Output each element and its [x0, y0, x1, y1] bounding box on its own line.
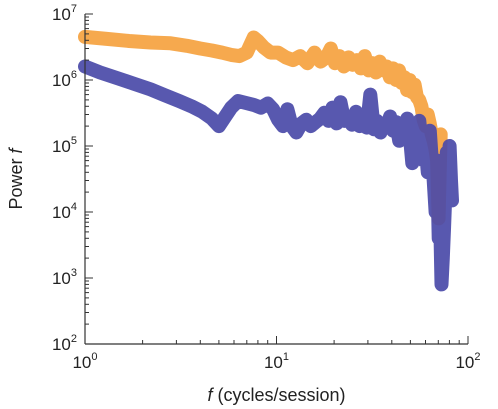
y-tick-label-base: 10	[52, 269, 71, 288]
x-tick-label-base: 10	[264, 353, 283, 372]
x-tick-label-exponent: 1	[283, 351, 289, 363]
y-tick-label: 105	[52, 135, 77, 156]
y-tick-label: 104	[52, 201, 77, 222]
series-layer	[78, 29, 459, 292]
y-tick-label-exponent: 2	[71, 333, 77, 345]
y-tick-label: 103	[52, 267, 77, 288]
y-tick-label-base: 10	[52, 335, 71, 354]
x-tick-label-base: 10	[72, 353, 91, 372]
y-tick-label-base: 10	[52, 203, 71, 222]
x-axis-title-text: (cycles/session)	[212, 385, 345, 405]
tick-marks	[84, 13, 469, 345]
y-tick-label-exponent: 7	[71, 3, 77, 15]
x-tick-label-exponent: 0	[91, 351, 97, 363]
series-line-2	[78, 59, 459, 292]
x-tick-label: 100	[72, 351, 97, 372]
y-axis-title-symbol: f	[6, 146, 26, 153]
y-tick-label-base: 10	[52, 5, 71, 24]
y-tick-label: 102	[52, 333, 77, 354]
x-tick-label-base: 10	[455, 353, 474, 372]
y-tick-label-base: 10	[52, 71, 71, 90]
y-axis-title-text: Power	[6, 153, 26, 209]
y-axis-title: Power f	[6, 146, 26, 209]
axes	[84, 14, 468, 345]
y-tick-label: 106	[52, 69, 77, 90]
x-axis-title: f (cycles/session)	[207, 385, 345, 405]
y-tick-label: 107	[52, 3, 77, 24]
x-axis-title-symbol: f	[207, 385, 214, 405]
y-tick-label-exponent: 5	[71, 135, 77, 147]
x-tick-label: 101	[264, 351, 289, 372]
x-tick-label-exponent: 2	[474, 351, 480, 363]
y-tick-label-exponent: 6	[71, 69, 77, 81]
y-tick-label-base: 10	[52, 137, 71, 156]
series-line-1	[78, 29, 448, 226]
x-tick-label: 102	[455, 351, 480, 372]
y-tick-label-exponent: 3	[71, 267, 77, 279]
y-tick-label-exponent: 4	[71, 201, 77, 213]
